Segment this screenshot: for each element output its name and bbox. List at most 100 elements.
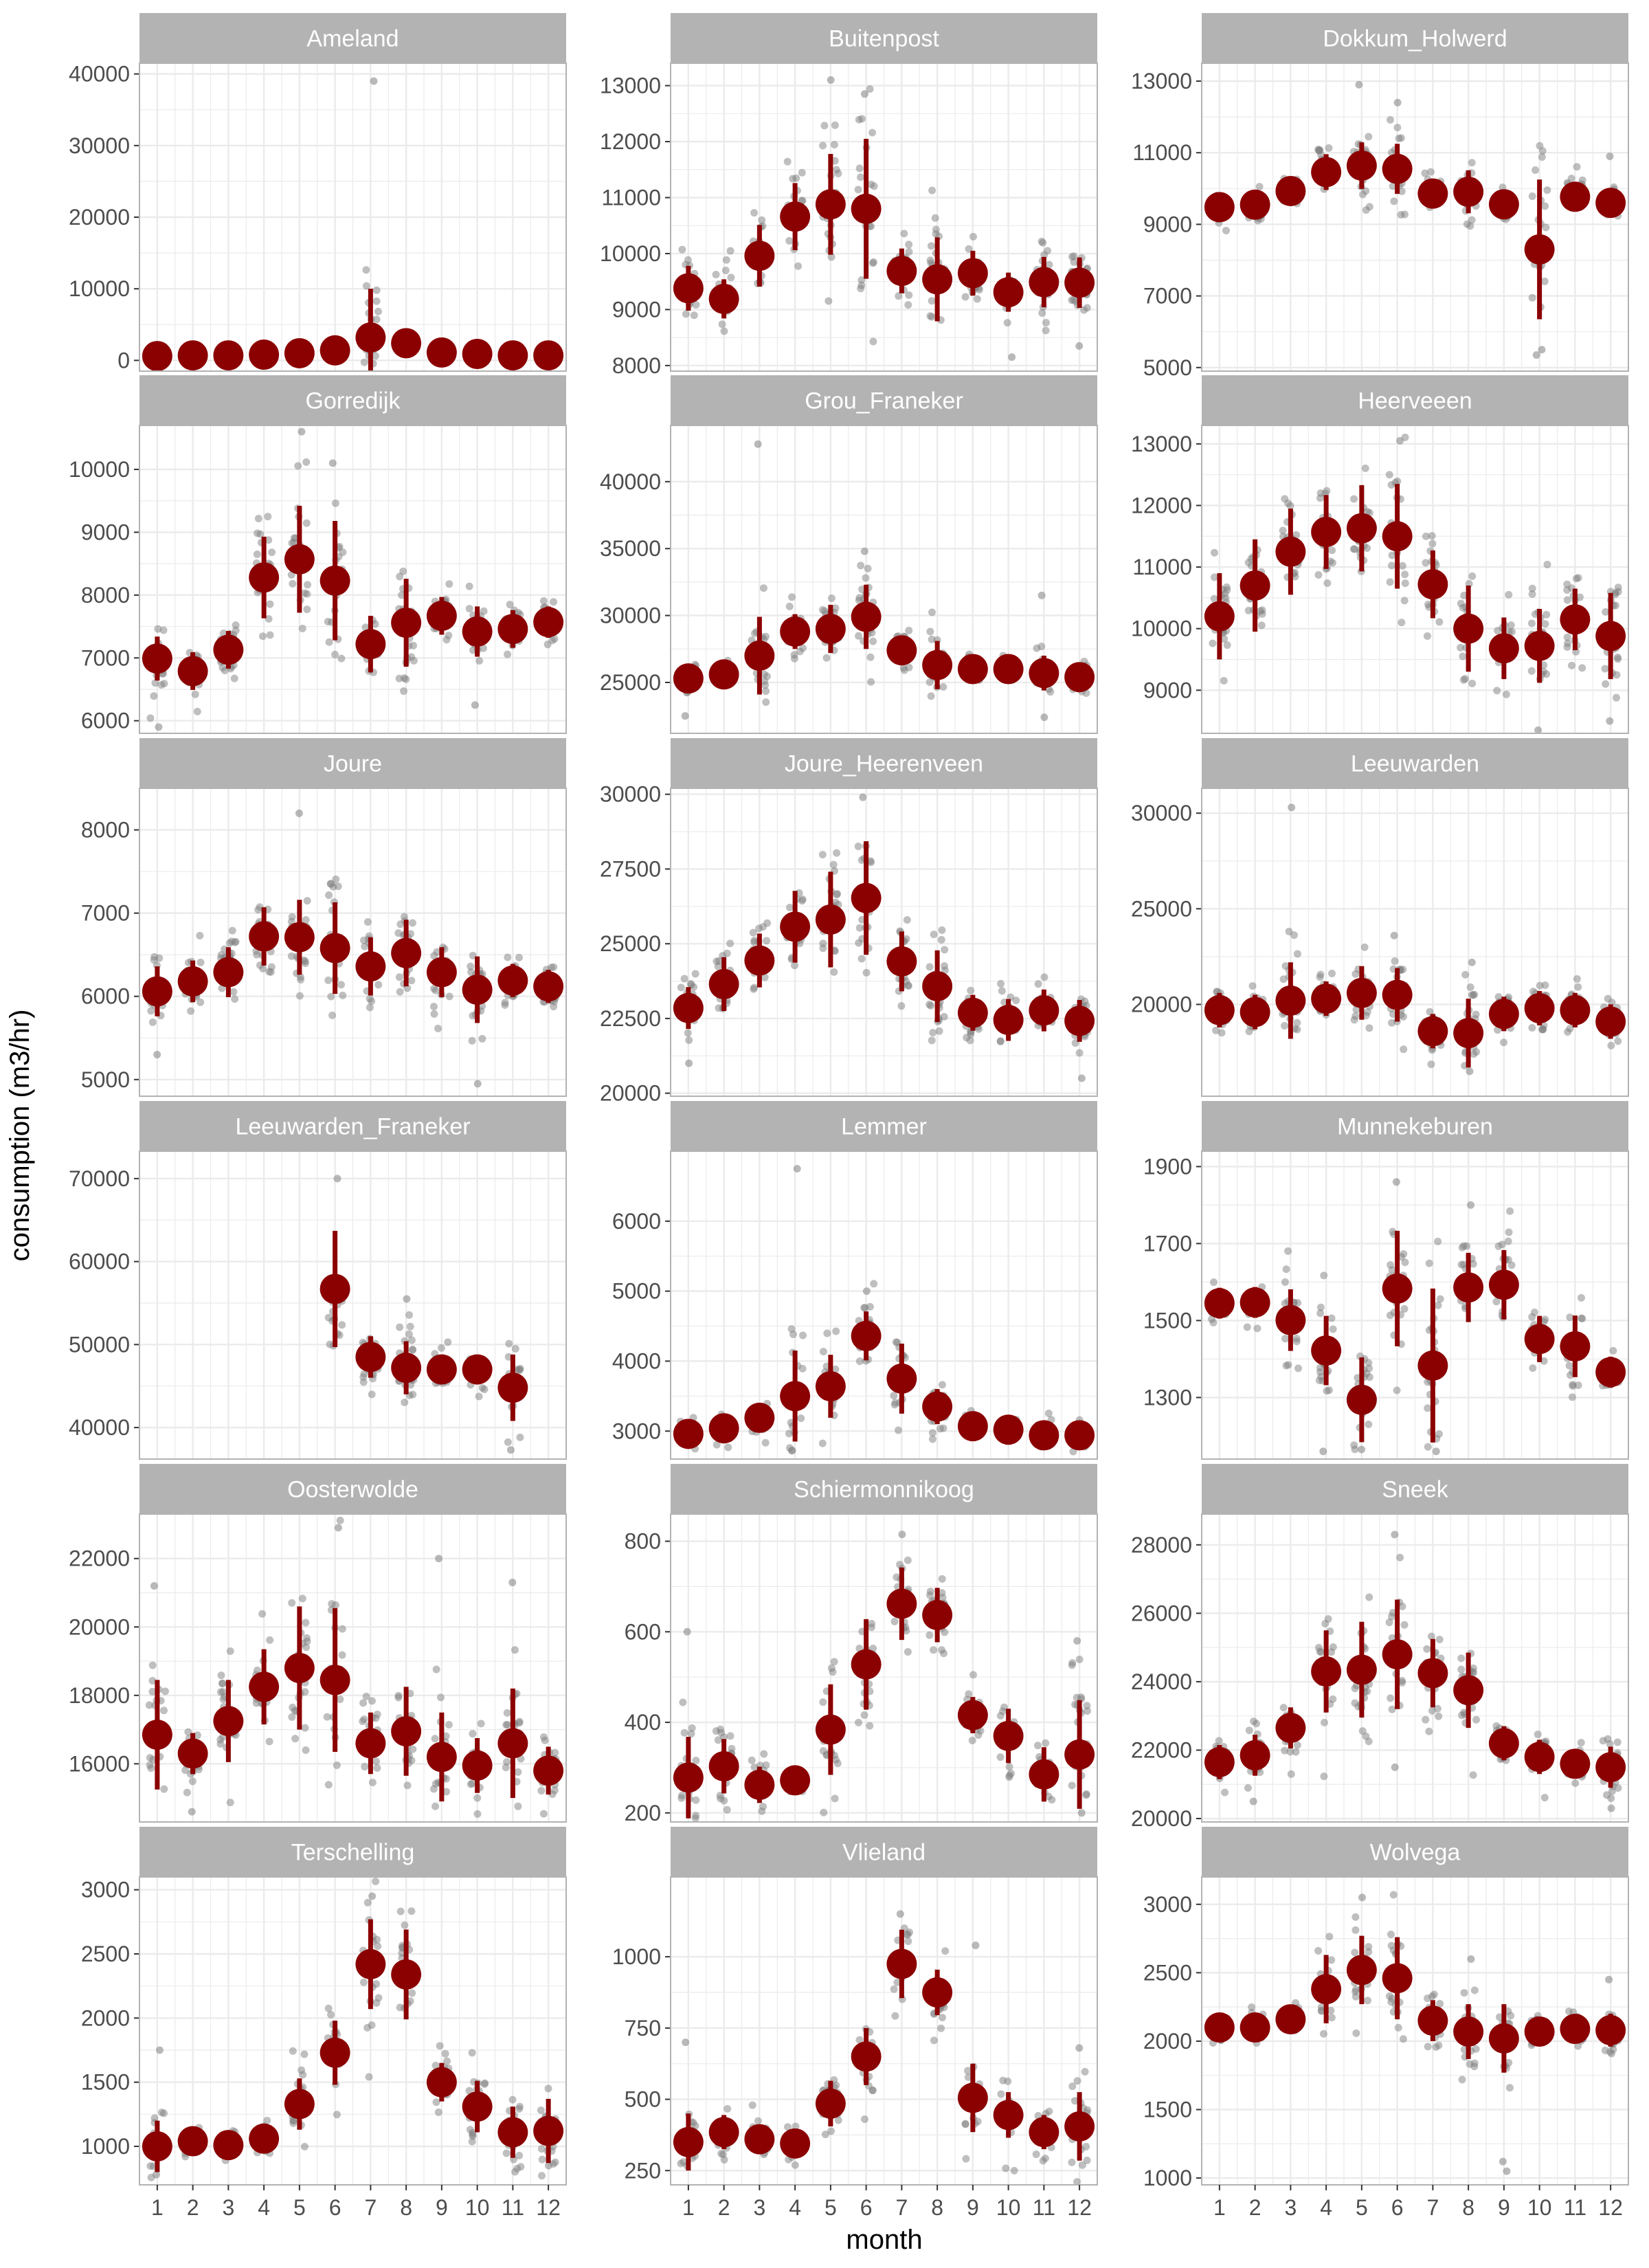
mean-point — [142, 1720, 172, 1750]
observation-point — [1422, 559, 1430, 567]
observation-point — [324, 618, 332, 626]
panel-grid: Ameland 0 10000 20000 30000 40000 Buitenpost 80… — [69, 13, 1629, 2190]
observation-point — [258, 632, 267, 641]
observation-point — [830, 1658, 838, 1666]
outlier-point — [153, 1050, 161, 1058]
y-tick-label: 35000 — [600, 536, 661, 561]
mean-point — [1204, 994, 1235, 1025]
observation-point — [302, 458, 311, 466]
observation-point — [1210, 594, 1218, 603]
mean-point — [1524, 234, 1555, 265]
observation-point — [1457, 1654, 1466, 1663]
observation-point — [938, 926, 946, 934]
mean-point — [708, 1413, 739, 1444]
observation-point — [188, 1777, 197, 1786]
mean-point — [851, 193, 882, 224]
observation-point — [1279, 526, 1287, 535]
observation-point — [396, 920, 405, 929]
observation-point — [717, 1728, 726, 1737]
y-tick-label: 22000 — [69, 1546, 130, 1571]
observation-point — [1211, 548, 1219, 557]
y-tick-label: 0 — [117, 348, 130, 373]
observation-point — [682, 310, 690, 318]
outlier-point — [1358, 1445, 1366, 1454]
observation-point — [253, 950, 261, 959]
observation-point — [1602, 608, 1610, 616]
observation-point — [1349, 545, 1358, 553]
mean-point — [1560, 604, 1591, 635]
observation-point — [1573, 975, 1581, 983]
outlier-point — [506, 1446, 515, 1454]
observation-point — [1541, 981, 1549, 990]
observation-point — [1083, 1707, 1091, 1715]
mean-point — [780, 1381, 811, 1412]
mean-point — [1453, 1675, 1484, 1706]
mean-point — [213, 957, 244, 988]
mean-point — [426, 1354, 457, 1385]
observation-point — [1316, 1368, 1325, 1376]
y-tick-label: 5000 — [81, 1067, 130, 1092]
observation-point — [1358, 1727, 1367, 1735]
y-tick-label: 25000 — [1131, 896, 1192, 921]
observation-point — [927, 692, 935, 700]
observation-point — [1565, 1361, 1573, 1370]
observation-point — [145, 1701, 153, 1709]
observation-point — [1212, 1026, 1220, 1034]
observation-point — [1566, 1313, 1574, 1322]
observation-point — [1540, 1794, 1549, 1802]
observation-point — [1328, 559, 1336, 567]
mean-point — [1417, 1016, 1448, 1047]
y-tick-label: 3000 — [612, 1419, 661, 1443]
y-tick-label: 30000 — [600, 603, 661, 628]
observation-point — [360, 1715, 368, 1724]
observation-point — [301, 959, 309, 968]
observation-point — [148, 1661, 157, 1669]
observation-point — [445, 992, 453, 1001]
outlier-point — [1393, 98, 1402, 107]
observation-point — [899, 664, 908, 672]
observation-point — [372, 1757, 380, 1766]
observation-point — [1421, 169, 1429, 177]
mean-point — [355, 1728, 386, 1759]
observation-point — [301, 1688, 309, 1696]
observation-point — [721, 267, 730, 275]
mean-point — [1453, 1272, 1484, 1303]
observation-point — [1365, 1024, 1373, 1032]
outlier-point — [685, 1059, 693, 1067]
observation-point — [516, 1433, 524, 1441]
panel-title: Grou_Franeker — [805, 388, 963, 414]
observation-point — [372, 315, 381, 324]
y-tick-label: 20000 — [1131, 992, 1192, 1016]
mean-point — [142, 643, 172, 674]
y-tick-label: 26000 — [1131, 1601, 1192, 1625]
observation-point — [1468, 991, 1476, 999]
mean-point — [284, 922, 315, 953]
panel-schiermonnikoog: Schiermonnikoog 200 400 600 800 — [625, 1464, 1098, 1825]
panel-munnekeburen: Munnekeburen 1300 1500 1700 1900 — [1143, 1101, 1629, 1460]
observation-point — [1292, 1748, 1300, 1756]
mean-point — [1029, 1420, 1059, 1451]
y-tick-label: 13000 — [1131, 69, 1192, 93]
mean-point — [815, 904, 846, 935]
observation-point — [726, 940, 734, 948]
observation-point — [904, 982, 912, 990]
mean-point — [780, 201, 811, 232]
mean-point — [957, 654, 988, 685]
mean-point — [426, 601, 457, 632]
observation-point — [798, 897, 806, 905]
y-tick-label: 7000 — [1143, 284, 1192, 309]
outlier-point — [754, 440, 762, 448]
y-tick-label: 22500 — [600, 1006, 661, 1031]
observation-point — [336, 1516, 344, 1524]
observation-point — [294, 462, 302, 470]
mean-point — [355, 322, 386, 353]
outlier-point — [1606, 152, 1614, 160]
mean-point — [1382, 521, 1413, 552]
observation-point — [1434, 1237, 1442, 1245]
observation-point — [196, 931, 204, 940]
observation-point — [759, 584, 767, 592]
mean-point — [1524, 1742, 1555, 1772]
observation-point — [1223, 641, 1231, 649]
mean-point — [1595, 1357, 1626, 1388]
observation-point — [1292, 1337, 1301, 1346]
